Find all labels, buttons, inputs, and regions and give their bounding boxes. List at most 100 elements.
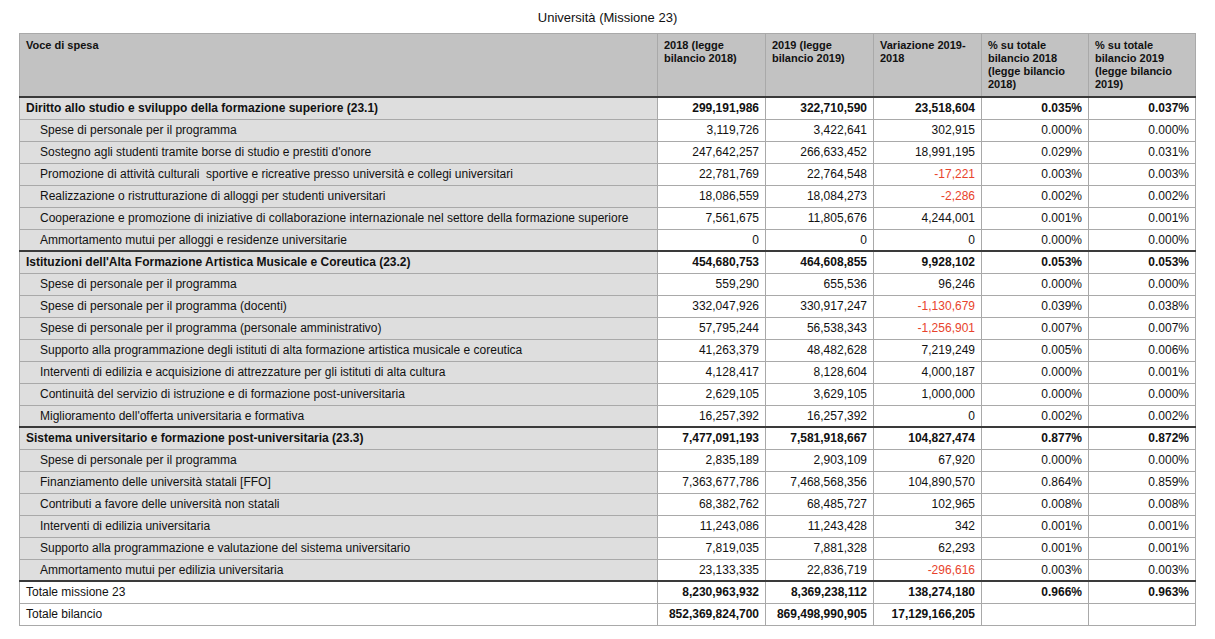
page-title: Università (Missione 23) [0,0,1215,33]
row-value: 322,710,590 [766,97,874,119]
row-value: 0.001% [1089,361,1196,383]
row-value: 57,795,244 [658,317,766,339]
row-value: 7,581,918,667 [766,427,874,449]
table-row-sub: Interventi di edilizia e acquisizione di… [20,361,1196,383]
row-value: 22,764,548 [766,163,874,185]
row-value: 11,243,428 [766,515,874,537]
row-value: 18,991,195 [874,141,982,163]
row-value: 464,608,855 [766,251,874,273]
column-header-1: 2018 (legge bilancio 2018) [658,34,766,98]
row-value: 0.877% [982,427,1089,449]
row-value: 8,369,238,112 [766,581,874,603]
table-row-sub: Cooperazione e promozione di iniziative … [20,207,1196,229]
row-label: Totale missione 23 [20,581,658,603]
column-header-2: 2019 (legge bilancio 2019) [766,34,874,98]
row-label: Interventi di edilizia e acquisizione di… [20,361,658,383]
row-value: 0.963% [1089,581,1196,603]
table-row-sub: Sostegno agli studenti tramite borse di … [20,141,1196,163]
row-value: 2,629,105 [658,383,766,405]
row-value: 0.001% [982,537,1089,559]
row-value: 8,128,604 [766,361,874,383]
row-value: 18,084,273 [766,185,874,207]
row-label: Spese di personale per il programma [20,449,658,471]
row-value: 0.864% [982,471,1089,493]
table-row-sub: Ammortamento mutui per edilizia universi… [20,559,1196,581]
row-value: 3,422,641 [766,119,874,141]
row-value: -1,256,901 [874,317,982,339]
row-value: 332,047,926 [658,295,766,317]
row-value: 0.006% [1089,339,1196,361]
row-value: 0.005% [982,339,1089,361]
row-label: Supporto alla programmazione degli istit… [20,339,658,361]
row-value: -1,130,679 [874,295,982,317]
row-value: 0.000% [982,361,1089,383]
table-row-section: Diritto allo studio e sviluppo della for… [20,97,1196,119]
row-value: 3,119,726 [658,119,766,141]
column-header-voce-di-spesa: Voce di spesa [20,34,658,98]
row-label: Continuità del servizio di istruzione e … [20,383,658,405]
row-value: 0.037% [1089,97,1196,119]
row-value: 0.007% [982,317,1089,339]
row-value: 0.000% [982,229,1089,251]
row-value: 17,129,166,205 [874,603,982,625]
row-value: 4,000,187 [874,361,982,383]
row-label: Finanziamento delle università statali [… [20,471,658,493]
row-value: 68,485,727 [766,493,874,515]
row-value: 0.000% [1089,273,1196,295]
table-row-sub: Realizzazione o ristrutturazione di allo… [20,185,1196,207]
row-value: 23,133,335 [658,559,766,581]
row-label: Promozione di attività culturali sportiv… [20,163,658,185]
row-value: 11,243,086 [658,515,766,537]
table-row-sub: Promozione di attività culturali sportiv… [20,163,1196,185]
column-header-4: % su totale bilancio 2018 (legge bilanci… [982,34,1089,98]
row-value: 62,293 [874,537,982,559]
row-value: 0.001% [982,207,1089,229]
row-label: Interventi di edilizia universitaria [20,515,658,537]
row-value: 18,086,559 [658,185,766,207]
row-value: 0.002% [1089,405,1196,427]
row-label: Istituzioni dell'Alta Formazione Artisti… [20,251,658,273]
row-value: 2,903,109 [766,449,874,471]
row-value: 7,468,568,356 [766,471,874,493]
table-row-sub: Interventi di edilizia universitaria11,2… [20,515,1196,537]
row-label: Ammortamento mutui per alloggi e residen… [20,229,658,251]
row-value: 96,246 [874,273,982,295]
row-value: 0.002% [982,405,1089,427]
table-row-sub: Continuità del servizio di istruzione e … [20,383,1196,405]
row-label: Totale bilancio [20,603,658,625]
row-value: 0.000% [1089,449,1196,471]
table-row-sub: Miglioramento dell'offerta universitaria… [20,405,1196,427]
row-value: 869,498,990,905 [766,603,874,625]
row-value: 67,920 [874,449,982,471]
column-header-5: % su totale bilancio 2019 (legge bilanci… [1089,34,1196,98]
row-value: 559,290 [658,273,766,295]
row-label: Spese di personale per il programma [20,119,658,141]
row-value: 0.000% [982,383,1089,405]
row-value: -2,286 [874,185,982,207]
row-value: 7,561,675 [658,207,766,229]
row-value: 1,000,000 [874,383,982,405]
row-value: 7,219,249 [874,339,982,361]
row-value: 0 [874,229,982,251]
row-value: 0.008% [1089,493,1196,515]
table-row-section: Istituzioni dell'Alta Formazione Artisti… [20,251,1196,273]
row-value: 4,128,417 [658,361,766,383]
table-row-sub: Supporto alla programmazione e valutazio… [20,537,1196,559]
row-value: 0.031% [1089,141,1196,163]
table-row-section: Sistema universitario e formazione post-… [20,427,1196,449]
row-value: 0.001% [982,515,1089,537]
row-value: 0.003% [1089,559,1196,581]
row-value: 0.966% [982,581,1089,603]
row-value: 0.035% [982,97,1089,119]
row-value: 4,244,001 [874,207,982,229]
row-value: 302,915 [874,119,982,141]
row-value: 0 [874,405,982,427]
row-value: 41,263,379 [658,339,766,361]
row-value: 2,835,189 [658,449,766,471]
table-row-sub: Spese di personale per il programma (doc… [20,295,1196,317]
row-value: 7,819,035 [658,537,766,559]
row-value: 0.053% [1089,251,1196,273]
row-value: 48,482,628 [766,339,874,361]
row-value: 7,881,328 [766,537,874,559]
row-value: 0.872% [1089,427,1196,449]
